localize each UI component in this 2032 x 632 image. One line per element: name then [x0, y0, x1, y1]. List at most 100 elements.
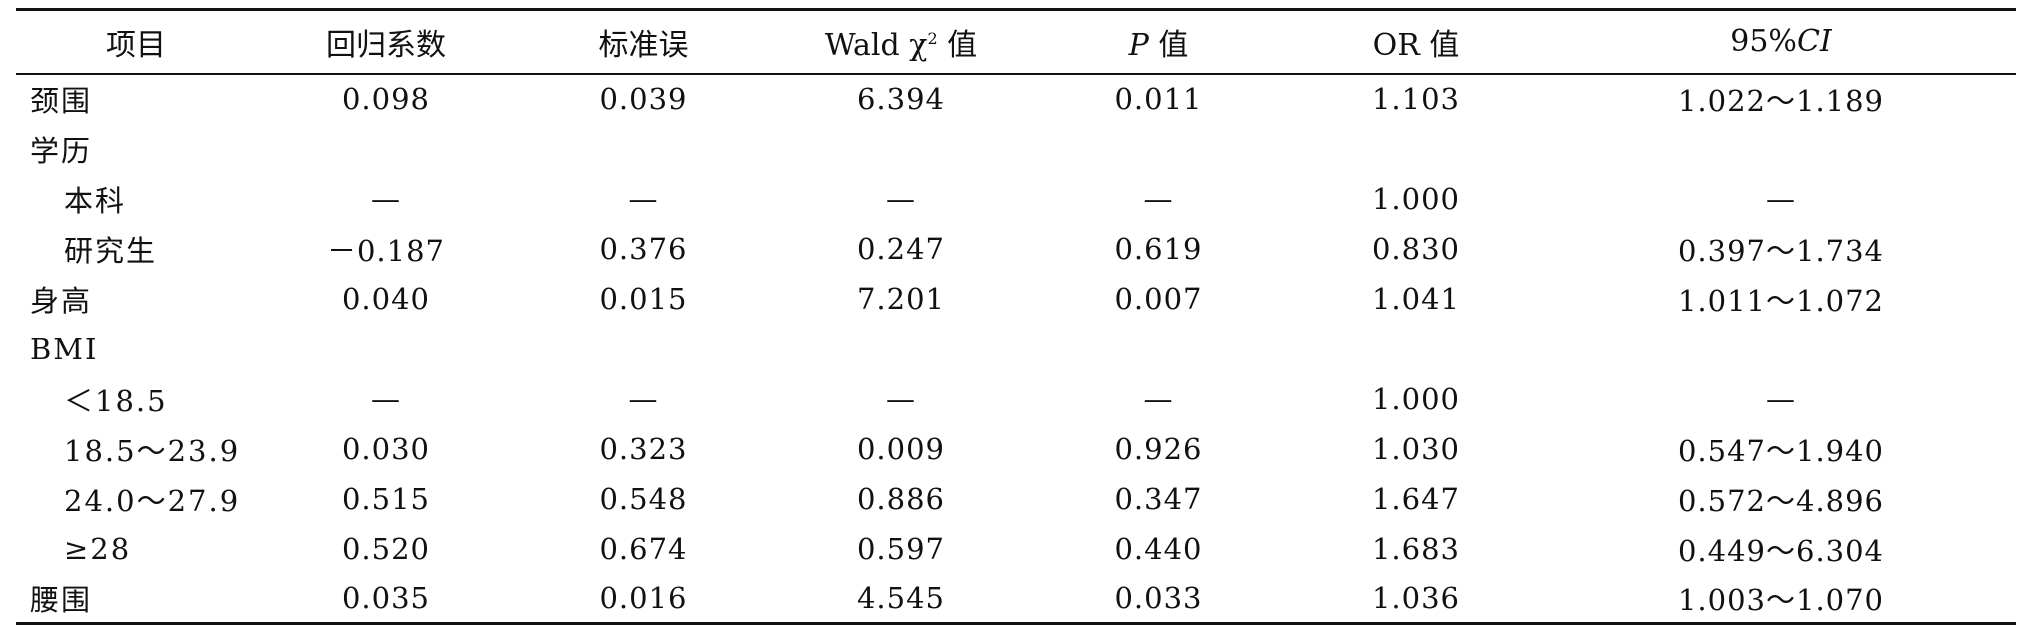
cell-item: BMI: [30, 331, 99, 366]
regression-table-container: 项目 回归系数 标准误 Wald χ2 值 P 值 OR 值 95%CI 颈围 0…: [16, 8, 2016, 625]
cell-ci: 0.572～4.896: [1677, 483, 1885, 518]
cell-se: 0.015: [599, 281, 688, 316]
cell-p: —: [1143, 181, 1174, 216]
cell-coef: 0.515: [341, 481, 431, 516]
cell-ci: 1.022～1.189: [1677, 84, 1885, 118]
cell-or: [1286, 324, 1546, 374]
cell-se: —: [628, 181, 659, 216]
cell-se: 0.548: [599, 481, 688, 516]
cell-item: 学历: [30, 133, 93, 168]
table-row: 18.5～23.9 0.030 0.323 0.009 0.926 1.030 0.547～…: [16, 424, 2016, 474]
header-p: P 值: [1031, 8, 1286, 75]
header-row: 项目 回归系数 标准误 Wald χ2 值 P 值 OR 值 95%CI: [16, 8, 2016, 75]
cell-p: 0.007: [1114, 281, 1203, 316]
table-row: 24.0～27.9 0.515 0.548 0.886 0.347 1.647 0.572～…: [16, 474, 2016, 524]
cell-coef: 0.040: [341, 281, 431, 316]
table-row: 身高 0.040 0.015 7.201 0.007 1.041 1.011～1.072: [16, 274, 2016, 324]
cell-item: 本科: [64, 183, 127, 218]
cell-wald: 0.009: [856, 431, 946, 466]
cell-p: 0.033: [1031, 573, 1286, 625]
cell-or: 1.000: [1371, 181, 1461, 216]
cell-p: —: [1143, 381, 1174, 416]
cell-or: 1.041: [1371, 281, 1461, 316]
header-coef: 回归系数: [256, 8, 516, 75]
cell-item: ≥28: [64, 531, 132, 566]
cell-wald: —: [886, 381, 916, 416]
cell-item: 18.5～23.9: [64, 433, 241, 468]
cell-se: 0.323: [599, 431, 688, 466]
cell-wald: 0.247: [856, 231, 946, 266]
cell-coef: 0.520: [341, 531, 431, 566]
cell-or: 1.000: [1371, 381, 1461, 416]
table-row: ＜18.5 — — — — 1.000 —: [16, 374, 2016, 424]
table-row: ≥28 0.520 0.674 0.597 0.440 1.683 0.449～6.304: [16, 524, 2016, 574]
cell-se: [516, 124, 771, 174]
cell-p: 0.926: [1114, 431, 1203, 466]
cell-p: [1031, 324, 1286, 374]
cell-se: 0.674: [599, 531, 688, 566]
cell-or: 1.647: [1371, 481, 1461, 516]
cell-p: 0.011: [1114, 82, 1203, 116]
table-body: 颈围 0.098 0.039 6.394 0.011 1.103 1.022～1.189 学历…: [16, 74, 2016, 625]
cell-coef: 0.098: [341, 82, 431, 116]
header-wald: Wald χ2 值: [771, 8, 1031, 75]
header-or: OR 值: [1286, 8, 1546, 75]
cell-coef: [256, 324, 516, 374]
cell-item: ＜18.5: [64, 383, 168, 418]
cell-p: 0.619: [1114, 231, 1203, 266]
cell-coef: [256, 124, 516, 174]
table-row: 研究生 －0.187 0.376 0.247 0.619 0.830 0.397～1.734: [16, 224, 2016, 274]
table-header: 项目 回归系数 标准误 Wald χ2 值 P 值 OR 值 95%CI: [16, 8, 2016, 75]
cell-ci: —: [1766, 381, 1796, 416]
cell-coef: 0.035: [256, 573, 516, 625]
table-row: 颈围 0.098 0.039 6.394 0.011 1.103 1.022～1.189: [16, 74, 2016, 124]
cell-or: [1286, 124, 1546, 174]
cell-wald: 0.886: [856, 481, 946, 516]
cell-coef: 0.030: [341, 431, 431, 466]
cell-p: 0.347: [1114, 481, 1203, 516]
header-item: 项目: [16, 8, 256, 75]
cell-item: 腰围: [16, 573, 256, 625]
cell-ci: 1.011～1.072: [1677, 283, 1885, 318]
regression-table: 项目 回归系数 标准误 Wald χ2 值 P 值 OR 值 95%CI 颈围 0…: [16, 8, 2016, 625]
table-row: BMI: [16, 324, 2016, 374]
cell-ci: 0.449～6.304: [1677, 533, 1885, 568]
cell-or: 1.036: [1286, 573, 1546, 625]
cell-ci: [1546, 324, 2016, 374]
table-row: 本科 — — — — 1.000 —: [16, 174, 2016, 224]
cell-wald: —: [886, 181, 916, 216]
cell-item: 研究生: [64, 233, 158, 268]
cell-wald: 4.545: [771, 573, 1031, 625]
cell-wald: [771, 124, 1031, 174]
cell-se: —: [628, 381, 659, 416]
cell-wald: [771, 324, 1031, 374]
cell-p: [1031, 124, 1286, 174]
cell-se: 0.039: [599, 82, 688, 116]
cell-item: 颈围: [30, 84, 93, 118]
header-ci: 95%CI: [1546, 8, 2016, 75]
cell-wald: 7.201: [856, 281, 946, 316]
cell-p: 0.440: [1114, 531, 1203, 566]
cell-ci: [1546, 124, 2016, 174]
cell-se: 0.376: [599, 231, 688, 266]
table-row: 腰围 0.035 0.016 4.545 0.033 1.036 1.003～1.070: [16, 573, 2016, 625]
cell-ci: 0.547～1.940: [1677, 433, 1885, 468]
cell-coef: —: [371, 381, 401, 416]
cell-item: 身高: [30, 283, 93, 318]
header-se: 标准误: [516, 8, 771, 75]
cell-se: [516, 324, 771, 374]
cell-wald: 0.597: [856, 531, 946, 566]
cell-se: 0.016: [516, 573, 771, 625]
cell-ci: —: [1766, 181, 1796, 216]
cell-coef: －0.187: [326, 233, 446, 268]
table-row: 学历: [16, 124, 2016, 174]
cell-or: 1.030: [1371, 431, 1461, 466]
cell-or: 1.103: [1371, 82, 1461, 116]
cell-item: 24.0～27.9: [64, 483, 241, 518]
cell-ci: 1.003～1.070: [1546, 573, 2016, 625]
cell-wald: 6.394: [856, 82, 946, 116]
cell-or: 1.683: [1371, 531, 1461, 566]
cell-ci: 0.397～1.734: [1677, 233, 1885, 268]
cell-or: 0.830: [1371, 231, 1461, 266]
cell-coef: —: [371, 181, 401, 216]
